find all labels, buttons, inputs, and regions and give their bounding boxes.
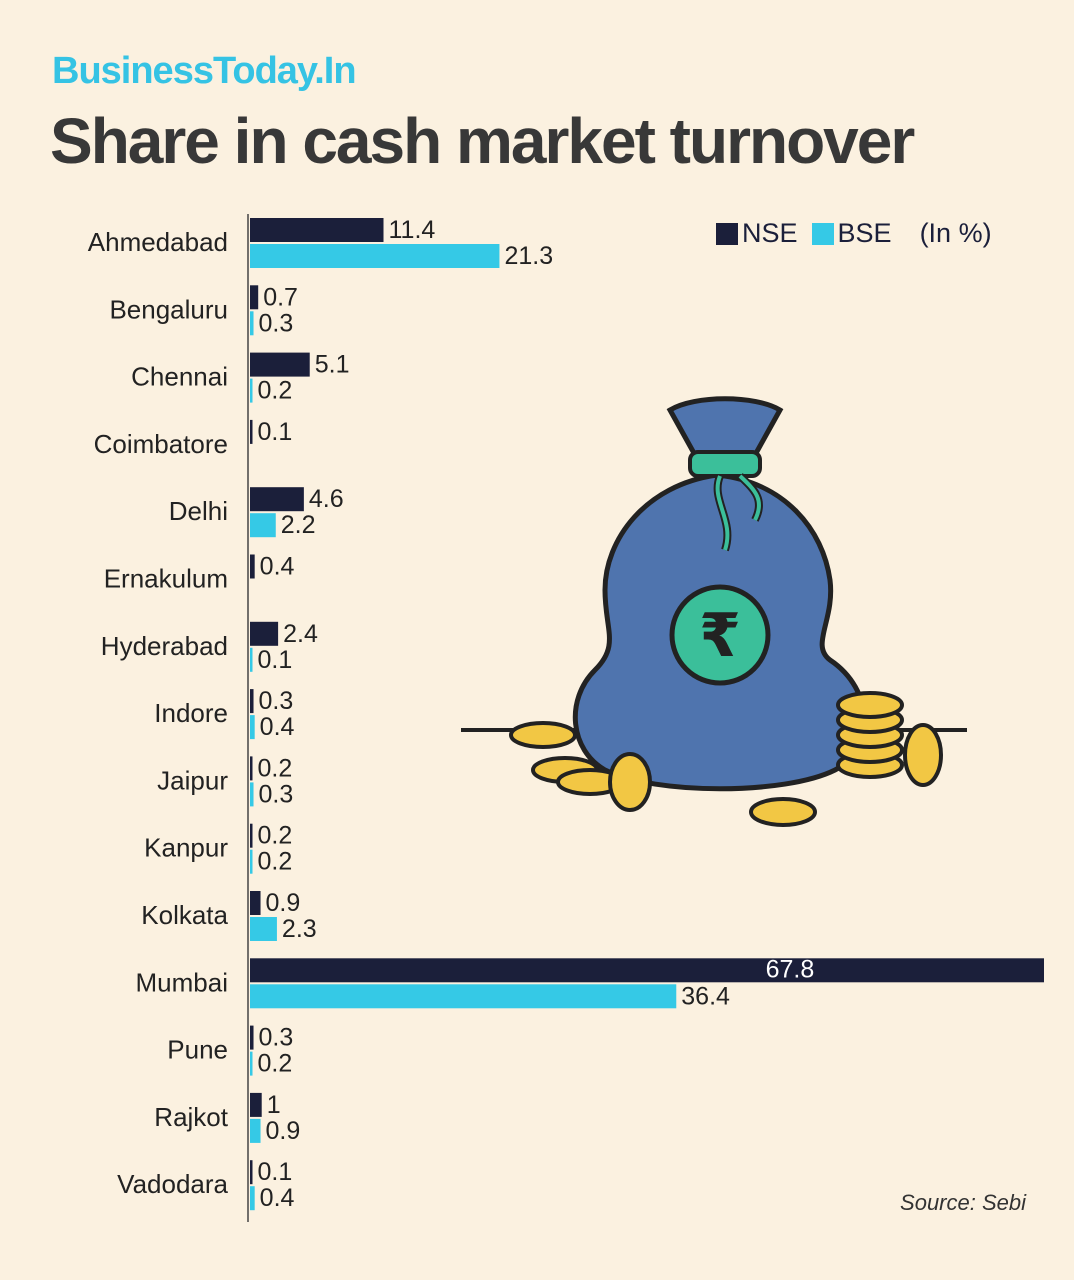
bar-bse-rajkot bbox=[250, 1118, 261, 1143]
legend-swatch-nse bbox=[716, 222, 738, 245]
bar-bse-chennai bbox=[250, 378, 253, 403]
data-label-bse-kanpur: 0.2 bbox=[258, 848, 293, 876]
data-label-bse-pune: 0.2 bbox=[258, 1050, 293, 1078]
category-label-chennai: Chennai bbox=[131, 362, 228, 392]
legend-label-bse: BSE bbox=[837, 218, 892, 248]
category-label-coimbatore: Coimbatore bbox=[94, 429, 228, 459]
data-label-nse-mumbai: 67.8 bbox=[766, 955, 815, 983]
data-label-nse-coimbatore: 0.1 bbox=[258, 418, 293, 446]
bar-nse-coimbatore bbox=[250, 419, 253, 444]
data-label-nse-pune: 0.3 bbox=[259, 1024, 294, 1052]
data-label-nse-bengaluru: 0.7 bbox=[263, 283, 298, 311]
data-label-nse-kolkata: 0.9 bbox=[266, 889, 301, 917]
category-label-mumbai: Mumbai bbox=[136, 967, 228, 997]
legend-label-nse: NSE bbox=[742, 218, 798, 248]
data-label-bse-rajkot: 0.9 bbox=[266, 1117, 301, 1145]
bar-nse-indore bbox=[250, 689, 254, 714]
bar-bse-bengaluru bbox=[250, 311, 254, 336]
data-label-bse-chennai: 0.2 bbox=[258, 377, 293, 405]
data-label-bse-bengaluru: 0.3 bbox=[259, 309, 294, 337]
bar-nse-kolkata bbox=[250, 891, 261, 915]
bar-bse-indore bbox=[250, 715, 255, 740]
brand-logo: BusinessToday.In bbox=[52, 50, 357, 92]
category-label-hyderabad: Hyderabad bbox=[101, 631, 228, 661]
bar-nse-delhi bbox=[250, 487, 304, 512]
category-label-bengaluru: Bengaluru bbox=[109, 294, 228, 324]
bar-bse-delhi bbox=[250, 513, 276, 538]
source-note: Source: Sebi bbox=[900, 1190, 1026, 1215]
bar-bse-hyderabad bbox=[250, 647, 253, 672]
data-label-bse-indore: 0.4 bbox=[260, 713, 295, 741]
category-label-indore: Indore bbox=[154, 698, 228, 728]
bar-nse-kanpur bbox=[250, 823, 253, 848]
bar-bse-vadodara bbox=[250, 1186, 255, 1211]
category-label-pune: Pune bbox=[167, 1035, 228, 1065]
bar-bse-pune bbox=[250, 1051, 253, 1076]
data-label-nse-jaipur: 0.2 bbox=[258, 754, 293, 782]
data-label-nse-indore: 0.3 bbox=[259, 687, 294, 715]
legend-swatch-bse bbox=[811, 222, 834, 245]
data-label-nse-ernakulum: 0.4 bbox=[260, 553, 295, 581]
data-label-bse-jaipur: 0.3 bbox=[259, 780, 294, 808]
data-label-nse-rajkot: 1 bbox=[267, 1091, 281, 1119]
bar-nse-hyderabad bbox=[250, 621, 279, 646]
bar-nse-vadodara bbox=[250, 1160, 253, 1185]
data-label-nse-hyderabad: 2.4 bbox=[283, 620, 318, 648]
data-label-bse-mumbai: 36.4 bbox=[681, 982, 730, 1010]
bar-bse-kanpur bbox=[250, 849, 253, 874]
legend: NSE BSE (In %) bbox=[716, 218, 992, 249]
bar-nse-bengaluru bbox=[250, 285, 259, 310]
bar-nse-mumbai bbox=[250, 958, 1044, 983]
category-label-jaipur: Jaipur bbox=[157, 765, 228, 795]
svg-text:₹: ₹ bbox=[699, 601, 741, 671]
bar-bse-jaipur bbox=[250, 782, 254, 807]
category-label-ernakulum: Ernakulum bbox=[104, 564, 228, 594]
data-label-bse-ahmedabad: 21.3 bbox=[504, 242, 553, 270]
data-label-nse-delhi: 4.6 bbox=[309, 485, 344, 513]
bar-nse-rajkot bbox=[250, 1092, 262, 1117]
bar-bse-mumbai bbox=[250, 984, 677, 1009]
category-label-delhi: Delhi bbox=[169, 496, 228, 526]
money-bag-rupee-icon: ₹ bbox=[461, 396, 967, 827]
chart-title: Share in cash market turnover bbox=[50, 105, 915, 177]
data-label-bse-kolkata: 2.3 bbox=[282, 915, 317, 943]
data-label-nse-vadodara: 0.1 bbox=[258, 1158, 293, 1186]
legend-item-bse: BSE bbox=[811, 218, 892, 249]
legend-unit: (In %) bbox=[919, 218, 992, 248]
legend-item-nse: NSE bbox=[716, 218, 798, 249]
category-label-ahmedabad: Ahmedabad bbox=[88, 227, 228, 257]
data-label-bse-delhi: 2.2 bbox=[281, 511, 316, 539]
data-label-nse-ahmedabad: 11.4 bbox=[389, 216, 436, 244]
bar-nse-jaipur bbox=[250, 756, 253, 781]
data-label-nse-chennai: 5.1 bbox=[315, 351, 350, 379]
bar-nse-pune bbox=[250, 1025, 254, 1050]
bar-bse-kolkata bbox=[250, 917, 277, 941]
data-label-bse-vadodara: 0.4 bbox=[260, 1184, 295, 1212]
category-label-vadodara: Vadodara bbox=[117, 1169, 228, 1199]
bar-nse-ernakulum bbox=[250, 554, 255, 579]
category-label-rajkot: Rajkot bbox=[154, 1102, 228, 1132]
category-label-kanpur: Kanpur bbox=[144, 833, 228, 863]
bar-nse-ahmedabad bbox=[250, 218, 384, 242]
category-label-kolkata: Kolkata bbox=[141, 900, 228, 930]
bar-bse-ahmedabad bbox=[250, 244, 500, 268]
data-label-bse-hyderabad: 0.1 bbox=[258, 646, 293, 674]
bar-nse-chennai bbox=[250, 352, 310, 377]
data-label-nse-kanpur: 0.2 bbox=[258, 822, 293, 850]
